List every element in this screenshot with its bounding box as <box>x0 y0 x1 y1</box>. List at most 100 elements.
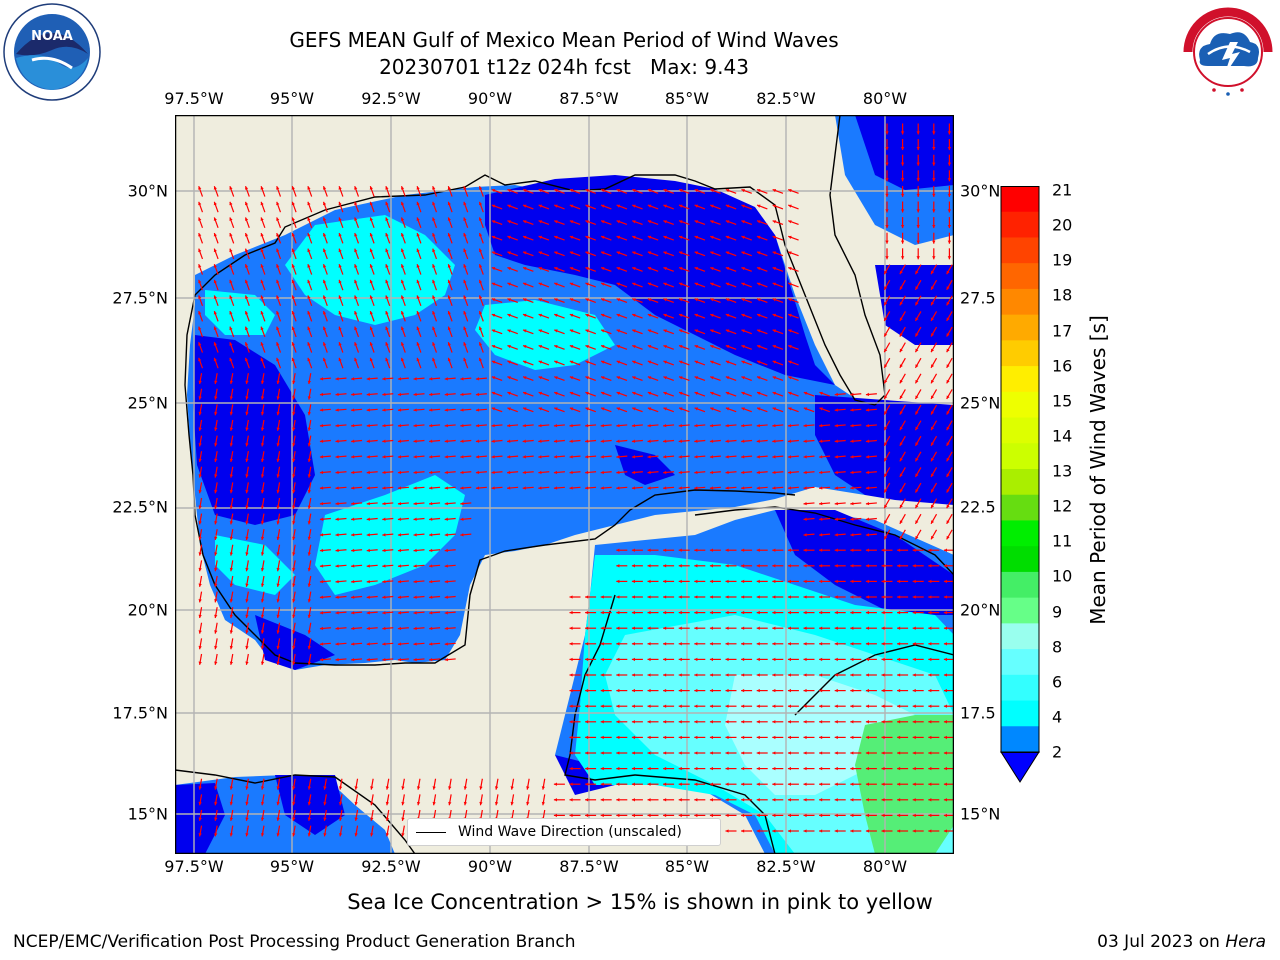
wind-arrowhead <box>538 360 543 364</box>
wind-arrowhead <box>478 311 483 315</box>
wind-arrowhead <box>229 396 234 400</box>
wind-arrowhead <box>772 188 777 193</box>
wind-arrowhead <box>931 473 935 477</box>
wind-arrowhead <box>663 266 667 271</box>
wind-arrowhead <box>710 220 714 224</box>
wind-arrowhead <box>507 391 511 395</box>
wind-arrowhead <box>725 548 729 552</box>
colorbar-frame <box>1000 186 1040 753</box>
colorbar-segment <box>1001 649 1039 676</box>
wind-arrowhead <box>885 240 889 244</box>
wind-arrowhead <box>276 248 280 253</box>
wind-arrowhead <box>915 379 919 384</box>
wind-arrowhead <box>756 673 760 677</box>
wind-arrowhead <box>507 266 511 271</box>
wind-arrowhead <box>447 248 451 253</box>
colorbar-segment <box>1001 623 1039 650</box>
wind-arrowhead <box>741 455 745 459</box>
wind-arrowhead <box>397 657 402 662</box>
legend-line-swatch <box>416 831 446 833</box>
wind-arrowhead <box>932 209 936 213</box>
wind-arrowhead <box>725 439 729 443</box>
wind-arrowhead <box>741 626 745 630</box>
wind-arrowhead <box>694 720 698 724</box>
wind-arrowhead <box>897 610 901 615</box>
wind-arrowhead <box>647 548 651 552</box>
wind-arrowhead <box>946 442 950 446</box>
wind-arrowhead <box>447 311 451 315</box>
lon-tick-top: 90°W <box>467 89 513 108</box>
wind-arrowhead <box>354 311 358 315</box>
wind-arrowhead <box>214 817 218 821</box>
wind-arrowhead <box>756 657 760 662</box>
wind-arrowhead <box>694 595 698 599</box>
wind-arrowhead <box>335 642 339 646</box>
wind-arrowhead <box>884 489 888 493</box>
wind-arrowhead <box>678 673 682 677</box>
wind-arrowhead <box>553 813 557 818</box>
wind-arrowhead <box>916 131 920 135</box>
wind-arrowhead <box>819 564 823 568</box>
wind-arrowhead <box>884 348 888 353</box>
wind-arrowhead <box>292 552 296 556</box>
wind-arrowhead <box>569 188 574 193</box>
wind-arrowhead <box>276 801 280 806</box>
wind-arrowhead <box>291 342 295 346</box>
wind-arrowhead <box>322 279 327 284</box>
wind-arrowhead <box>772 298 777 302</box>
wind-arrowhead <box>900 178 905 182</box>
colorbar-tick-label: 13 <box>1052 461 1073 481</box>
wind-arrowhead <box>600 704 604 708</box>
wind-arrowhead <box>397 392 402 397</box>
wind-arrowhead <box>214 411 218 416</box>
wind-arrowhead <box>678 657 682 662</box>
wind-arrowhead <box>569 376 574 380</box>
wind-arrowhead <box>741 188 745 193</box>
wind-arrowhead <box>663 204 667 208</box>
wind-arrowhead <box>881 579 885 584</box>
wind-arrowhead <box>834 548 838 552</box>
wind-arrowhead <box>741 204 745 208</box>
wind-arrowhead <box>444 470 448 475</box>
wind-arrowhead <box>416 326 420 331</box>
wind-arrowhead <box>865 439 870 443</box>
wind-arrowhead <box>400 248 405 253</box>
wind-arrowhead <box>647 720 651 724</box>
wind-arrowhead <box>475 392 480 397</box>
wind-arrowhead <box>245 567 249 572</box>
wind-arrowhead <box>616 470 620 475</box>
wind-arrowhead <box>260 786 265 790</box>
wind-arrowhead <box>600 642 604 646</box>
wind-arrowhead <box>772 266 777 271</box>
wind-arrowhead <box>601 391 605 395</box>
wind-arrowhead <box>413 579 417 584</box>
wind-arrowhead <box>897 798 901 802</box>
wind-arrowhead <box>554 329 558 333</box>
wind-arrowhead <box>260 411 265 416</box>
wind-arrowhead <box>400 279 405 284</box>
wind-arrowhead <box>865 782 869 786</box>
wind-arrowhead <box>385 833 390 837</box>
wind-arrowhead <box>569 344 574 349</box>
wind-arrowhead <box>213 295 217 299</box>
wind-arrowhead <box>757 266 761 271</box>
wind-arrowhead <box>694 344 699 349</box>
wind-arrowhead <box>819 704 823 708</box>
wind-arrowhead <box>432 342 436 346</box>
wind-arrowhead <box>541 801 546 806</box>
wind-arrowhead <box>931 270 935 275</box>
wind-arrowhead <box>444 377 448 381</box>
wind-arrowhead <box>850 470 854 475</box>
wind-arrowhead <box>679 188 683 193</box>
wind-arrowhead <box>897 595 901 599</box>
wind-arrowhead <box>245 396 249 400</box>
wind-arrowhead <box>335 626 339 631</box>
wind-arrowhead <box>585 735 589 740</box>
wind-arrowhead <box>881 782 885 786</box>
wind-arrowhead <box>538 423 542 428</box>
wind-arrowhead <box>507 204 511 208</box>
wind-arrowhead <box>899 301 903 306</box>
wind-arrowhead <box>772 564 776 568</box>
wind-arrowhead <box>772 782 776 786</box>
wind-arrowhead <box>741 766 745 771</box>
